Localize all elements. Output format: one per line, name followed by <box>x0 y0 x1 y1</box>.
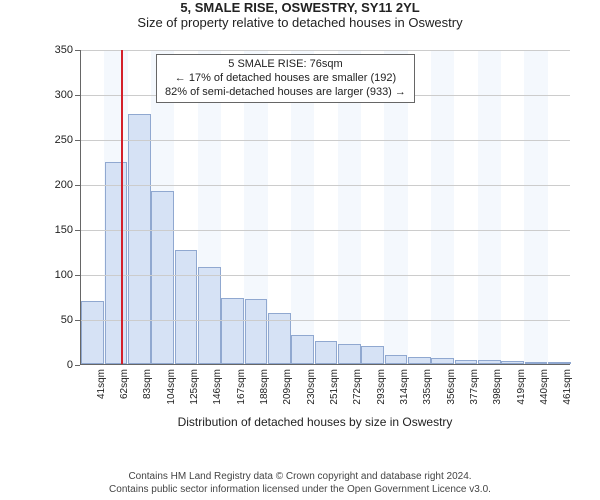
gridline-h <box>81 230 570 231</box>
xtick-label: 146sqm <box>212 369 223 405</box>
histogram-bar <box>198 267 221 364</box>
xtick-label: 167sqm <box>236 369 247 405</box>
annot-line-2: ← 17% of detached houses are smaller (19… <box>165 72 406 86</box>
annotation-box: 5 SMALE RISE: 76sqm ← 17% of detached ho… <box>156 54 415 103</box>
histogram-bar <box>338 344 361 364</box>
histogram-bar <box>291 335 314 364</box>
histogram-bar <box>548 362 571 364</box>
histogram-bar <box>385 355 408 364</box>
xtick-label: 440sqm <box>539 369 550 405</box>
xtick-label: 335sqm <box>422 369 433 405</box>
xtick-label: 230sqm <box>306 369 317 405</box>
ytick-label: 50 <box>61 314 81 326</box>
gridline-h <box>81 185 570 186</box>
footer: Contains HM Land Registry data © Crown c… <box>0 470 600 496</box>
ytick-label: 0 <box>67 359 81 371</box>
xtick-label: 62sqm <box>119 369 130 399</box>
xtick-label: 125sqm <box>189 369 200 405</box>
xtick-label: 461sqm <box>562 369 573 405</box>
ytick-label: 350 <box>55 44 81 56</box>
footer-line-2: Contains public sector information licen… <box>0 483 600 496</box>
gridline-h <box>81 50 570 51</box>
ytick-label: 100 <box>55 269 81 281</box>
plot-area: 050100150200250300350 5 SMALE RISE: 76sq… <box>80 50 570 365</box>
histogram-bar <box>128 114 151 364</box>
xtick-label: 398sqm <box>492 369 503 405</box>
gridline-h <box>81 140 570 141</box>
histogram-bar <box>431 358 454 364</box>
xtick-label: 104sqm <box>166 369 177 405</box>
xtick-label: 314sqm <box>399 369 410 405</box>
ytick-label: 150 <box>55 224 81 236</box>
histogram-bar <box>408 357 431 364</box>
histogram-bar <box>501 361 524 364</box>
xtick-label: 41sqm <box>96 369 107 399</box>
histogram-bar <box>361 346 384 364</box>
histogram-bar <box>245 299 268 364</box>
chart-title-main: 5, SMALE RISE, OSWESTRY, SY11 2YL <box>0 0 600 15</box>
histogram-bar <box>525 362 548 364</box>
xtick-label: 209sqm <box>282 369 293 405</box>
histogram-bar <box>175 250 198 364</box>
xtick-label: 377sqm <box>469 369 480 405</box>
footer-line-1: Contains HM Land Registry data © Crown c… <box>0 470 600 483</box>
gridline-h <box>81 320 570 321</box>
xtick-label: 272sqm <box>352 369 363 405</box>
x-axis-label: Distribution of detached houses by size … <box>50 415 580 429</box>
histogram-bar <box>315 341 338 364</box>
ytick-label: 300 <box>55 89 81 101</box>
xtick-label: 293sqm <box>376 369 387 405</box>
histogram-bar <box>151 191 174 364</box>
histogram-bar <box>81 301 104 364</box>
xtick-label: 356sqm <box>446 369 457 405</box>
ytick-label: 200 <box>55 179 81 191</box>
chart-title-sub: Size of property relative to detached ho… <box>0 15 600 30</box>
reference-line <box>121 50 123 364</box>
xtick-label: 83sqm <box>142 369 153 399</box>
histogram-bar <box>221 298 244 364</box>
gridline-h <box>81 275 570 276</box>
xtick-label: 419sqm <box>516 369 527 405</box>
chart-area: Number of detached properties 0501001502… <box>50 40 580 420</box>
annot-line-1: 5 SMALE RISE: 76sqm <box>165 58 406 72</box>
histogram-bar <box>478 360 501 365</box>
annot-line-3: 82% of semi-detached houses are larger (… <box>165 86 406 100</box>
histogram-bar <box>455 360 478 365</box>
histogram-bar <box>105 162 128 364</box>
xtick-label: 188sqm <box>259 369 270 405</box>
xtick-label: 251sqm <box>329 369 340 405</box>
ytick-label: 250 <box>55 134 81 146</box>
